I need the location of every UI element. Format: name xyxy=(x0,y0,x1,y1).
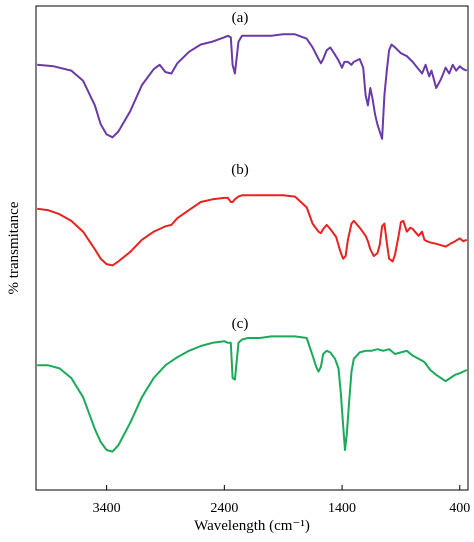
x-axis-label: Wavelength (cm⁻¹) xyxy=(194,518,310,534)
series-labels: (a) (b) (c) xyxy=(231,10,249,332)
x-tick-label: 2400 xyxy=(210,501,238,516)
plot-frame xyxy=(35,5,469,491)
spectra-series xyxy=(37,33,468,453)
x-axis-ticks: 3400 2400 1400 400 xyxy=(93,485,470,516)
series-label-a: (a) xyxy=(232,10,249,26)
y-axis-label: % transmitance xyxy=(6,201,22,294)
spectrum-line-a xyxy=(37,33,468,140)
x-tick-label: 400 xyxy=(449,501,470,516)
spectrum-line-b xyxy=(37,194,468,267)
x-tick-label: 3400 xyxy=(93,501,121,516)
series-label-c: (c) xyxy=(232,316,249,332)
spectrum-line-c xyxy=(37,335,468,453)
series-label-b: (b) xyxy=(231,162,249,178)
x-tick-label: 1400 xyxy=(328,501,356,516)
